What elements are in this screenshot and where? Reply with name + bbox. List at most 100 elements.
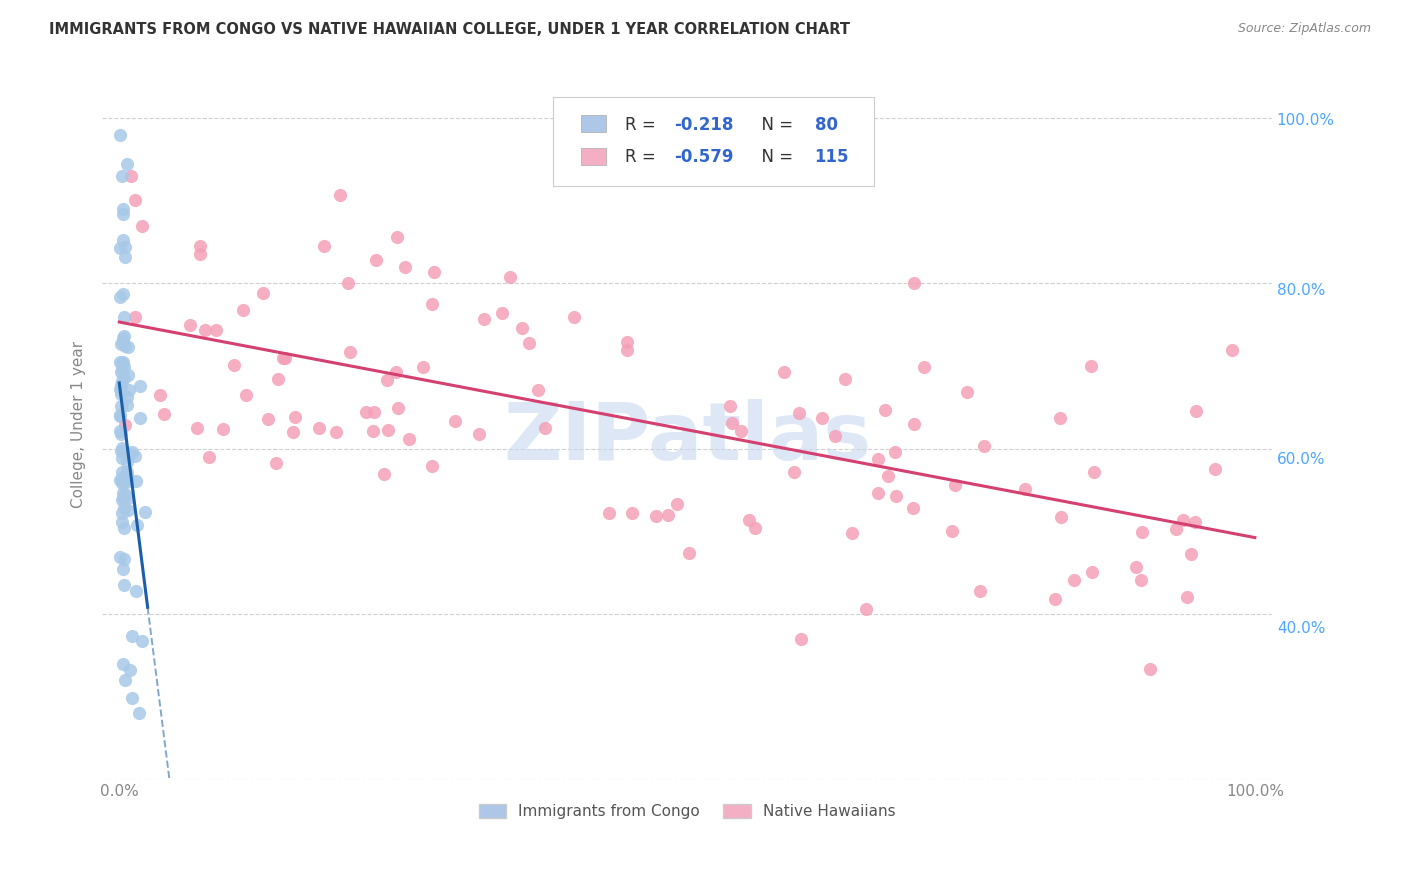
Point [108, 473, 131, 487]
Point [787, 406, 810, 420]
Point [364, 253, 387, 268]
Point [1080, 359, 1102, 373]
Point [121, 445, 143, 459]
Point [152, 407, 174, 421]
Point [112, 359, 135, 374]
Point [314, 239, 336, 253]
Point [111, 657, 134, 671]
Point [1130, 524, 1153, 539]
Point [1049, 411, 1071, 425]
Point [387, 401, 409, 415]
Point [114, 239, 136, 253]
Point [783, 465, 806, 479]
Point [114, 339, 136, 353]
Point [112, 202, 135, 216]
Point [645, 508, 668, 523]
Point [903, 500, 925, 515]
Point [621, 506, 644, 520]
Point [384, 365, 406, 379]
Text: -0.579: -0.579 [675, 148, 734, 167]
Point [188, 238, 211, 252]
Text: ZIPatlas: ZIPatlas [503, 400, 872, 477]
Point [128, 706, 150, 721]
Point [111, 476, 134, 491]
Point [121, 690, 143, 705]
Point [112, 500, 135, 515]
Point [179, 318, 201, 332]
Point [666, 497, 689, 511]
Point [394, 260, 416, 275]
Text: IMMIGRANTS FROM CONGO VS NATIVE HAWAIIAN COLLEGE, UNDER 1 YEAR CORRELATION CHART: IMMIGRANTS FROM CONGO VS NATIVE HAWAIIAN… [49, 22, 851, 37]
Point [866, 486, 889, 500]
Point [1050, 510, 1073, 524]
Point [110, 399, 132, 413]
Point [115, 465, 138, 479]
Point [526, 383, 548, 397]
Text: N =: N = [751, 148, 799, 167]
Point [973, 439, 995, 453]
Point [112, 287, 135, 301]
Point [616, 334, 638, 349]
Point [274, 351, 297, 366]
Point [1175, 591, 1198, 605]
Point [211, 421, 233, 435]
Point [110, 337, 132, 351]
Point [112, 355, 135, 369]
Point [124, 474, 146, 488]
Point [110, 426, 132, 441]
Point [866, 451, 889, 466]
Legend: Immigrants from Congo, Native Hawaiians: Immigrants from Congo, Native Hawaiians [472, 798, 901, 825]
Point [1180, 547, 1202, 561]
Point [834, 372, 856, 386]
Point [423, 265, 446, 279]
Point [111, 331, 134, 345]
Point [112, 521, 135, 535]
Point [117, 503, 139, 517]
Point [398, 432, 420, 446]
Point [855, 602, 877, 616]
Point [108, 290, 131, 304]
Point [1185, 404, 1208, 418]
Point [110, 378, 132, 392]
Point [110, 356, 132, 370]
Point [325, 425, 347, 439]
Point [112, 233, 135, 247]
Point [111, 562, 134, 576]
Point [108, 241, 131, 255]
Point [111, 491, 134, 506]
Text: 115: 115 [814, 148, 849, 167]
Point [127, 517, 149, 532]
Point [721, 416, 744, 430]
Point [110, 386, 132, 401]
Point [329, 187, 352, 202]
Point [117, 368, 139, 382]
Point [718, 399, 741, 413]
Point [111, 335, 134, 350]
Point [943, 478, 966, 492]
Point [117, 491, 139, 505]
Point [1083, 465, 1105, 479]
Point [194, 323, 217, 337]
Point [108, 408, 131, 422]
Point [1063, 573, 1085, 587]
Point [188, 247, 211, 261]
Point [235, 388, 257, 402]
Point [115, 475, 138, 489]
Point [115, 455, 138, 469]
Point [111, 450, 134, 465]
Point [114, 673, 136, 688]
Point [730, 424, 752, 438]
Point [1081, 565, 1104, 579]
Point [124, 310, 146, 324]
Point [598, 507, 620, 521]
Point [773, 365, 796, 379]
Point [118, 384, 141, 398]
Point [112, 577, 135, 591]
FancyBboxPatch shape [581, 115, 606, 132]
Point [110, 128, 132, 142]
Point [884, 445, 907, 459]
Text: R =: R = [626, 148, 661, 167]
Point [1204, 462, 1226, 476]
Text: R =: R = [626, 116, 661, 134]
Point [873, 403, 896, 417]
